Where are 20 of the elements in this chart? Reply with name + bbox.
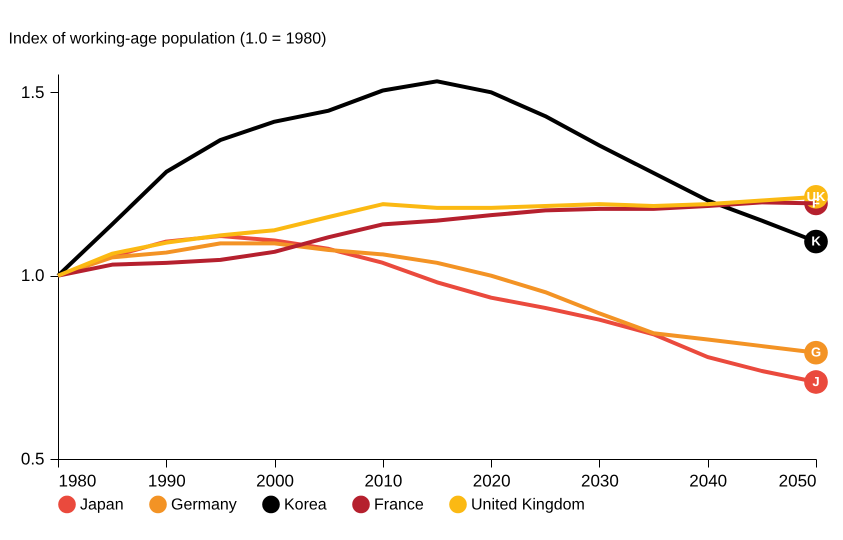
x-tick-label: 2050 xyxy=(778,472,816,490)
legend-label: Korea xyxy=(284,496,327,514)
legend-label: Germany xyxy=(171,496,237,514)
annotation: G xyxy=(810,344,822,360)
legend-label: Japan xyxy=(80,496,124,514)
x-tick-label: 2040 xyxy=(689,472,728,490)
annotation: J xyxy=(812,374,820,389)
legend-label: France xyxy=(374,496,424,514)
x-tick-label: 2010 xyxy=(364,472,402,490)
x-tick-label: 1980 xyxy=(58,472,96,490)
x-tick-label: 2020 xyxy=(472,472,511,490)
x-tick-label: 1990 xyxy=(148,472,186,490)
y-axis-title: Index of working-age population (1.0 = 1980) xyxy=(8,30,326,48)
y-tick-label: 1.0 xyxy=(20,266,44,286)
y-tick-label: 0.5 xyxy=(20,450,44,468)
legend-label: United Kingdom xyxy=(471,496,585,514)
x-tick-label: 2000 xyxy=(256,472,294,490)
x-tick-label: 2030 xyxy=(581,472,619,490)
annotation: K xyxy=(811,234,822,249)
y-tick-label: 1.5 xyxy=(20,82,44,102)
